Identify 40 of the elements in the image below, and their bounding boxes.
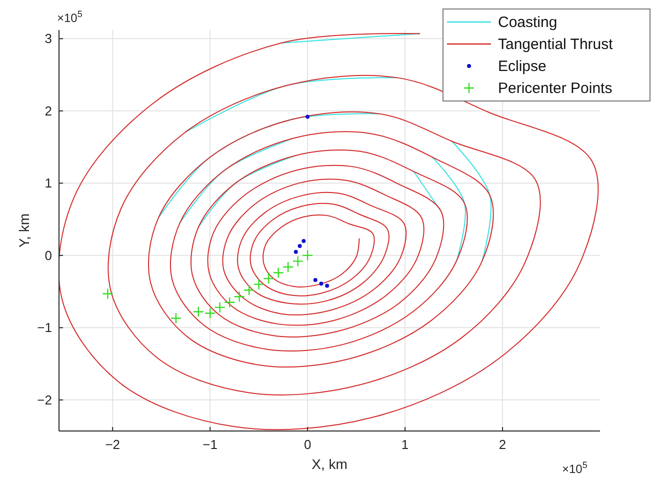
point (253, 278, 264, 290)
y-axis-title: Y, km (16, 214, 32, 248)
y-tick-label: 2 (44, 103, 52, 118)
x-tick-label: −1 (202, 437, 218, 452)
point (170, 312, 182, 324)
text: ×10$^{5}$ (57, 9, 82, 25)
x-tick-label: −2 (105, 437, 120, 452)
point (272, 267, 284, 278)
legend-label: Tangential Thrust (498, 36, 614, 53)
legend-label: Pericenter Points (498, 80, 612, 97)
point (298, 244, 302, 248)
point (306, 114, 310, 119)
point (292, 256, 304, 267)
y-tick-label: 3 (44, 31, 52, 46)
legend-label: Eclipse (498, 58, 546, 75)
point (204, 308, 216, 319)
point (243, 284, 255, 296)
legend-label: Coasting (498, 14, 558, 31)
y-tick-label: −2 (37, 392, 52, 408)
y-tick-label: −1 (37, 320, 52, 336)
x-axis-title: X, km (312, 456, 348, 472)
x-tick-label: 1 (401, 437, 409, 452)
point (192, 306, 204, 318)
point (302, 238, 306, 243)
x-tick-label: 2 (498, 437, 506, 452)
point (234, 291, 245, 302)
point (325, 284, 330, 288)
point (302, 250, 314, 262)
text: ×10$^{5}$ (562, 460, 588, 476)
point (294, 250, 298, 254)
point (313, 278, 318, 282)
y-tick-label: 1 (44, 176, 52, 191)
point (224, 296, 236, 308)
point (319, 282, 324, 286)
point (214, 302, 226, 314)
point (282, 261, 294, 273)
x-tick-label: 0 (304, 437, 312, 452)
y-tick-label: 0 (44, 248, 52, 263)
point (262, 272, 274, 284)
point (102, 288, 114, 300)
